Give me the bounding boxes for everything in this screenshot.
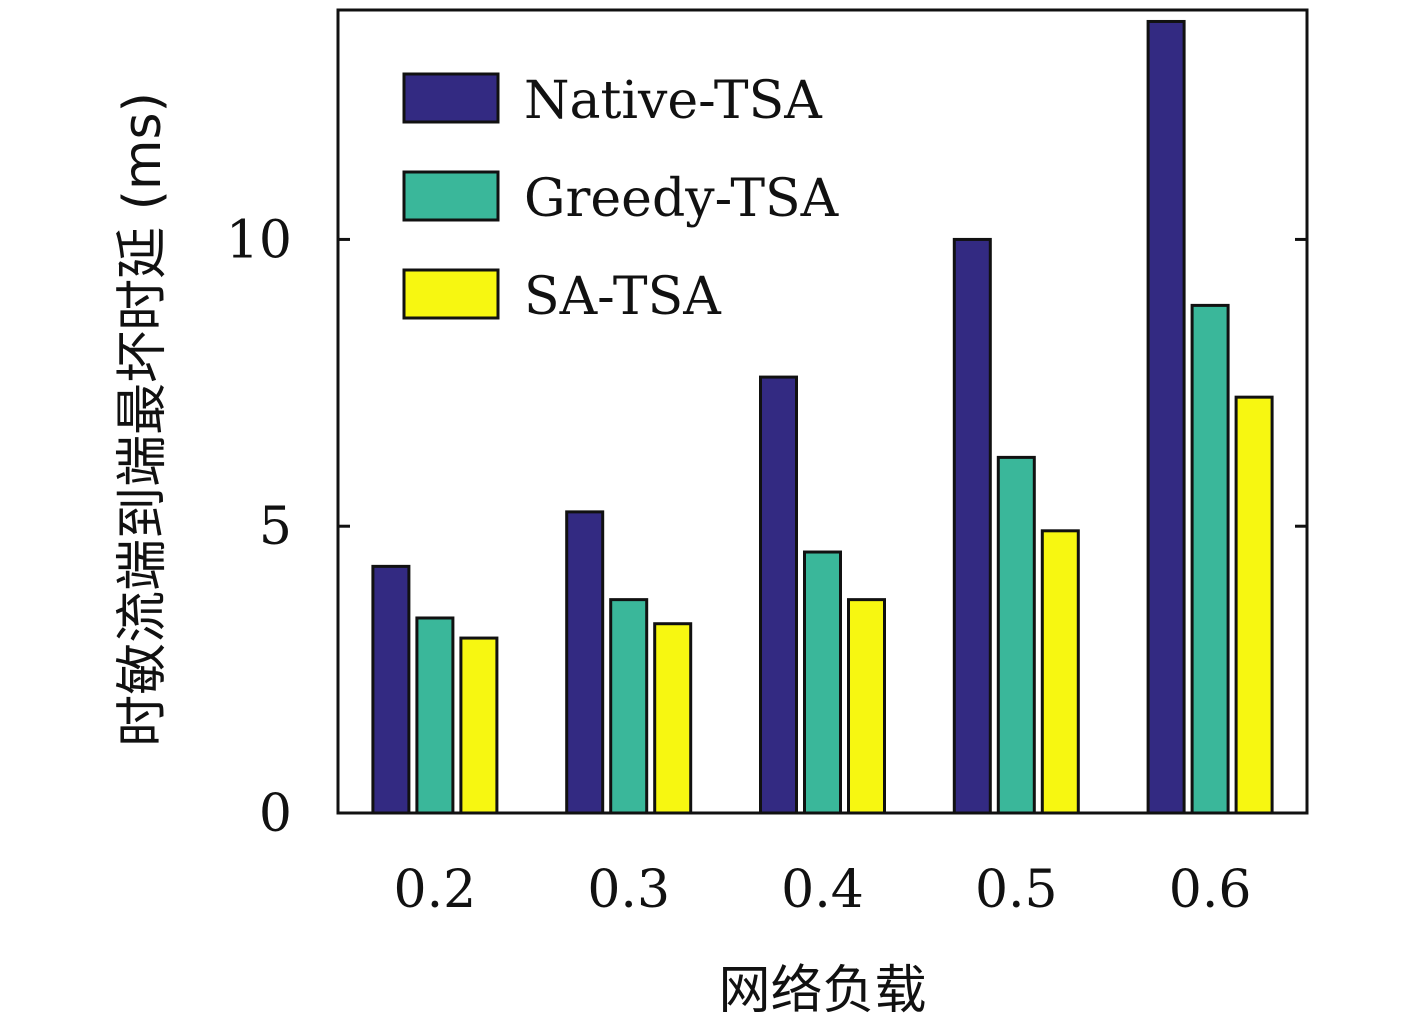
axis-ticks	[338, 237, 1307, 815]
x-tick-label: 0.6	[1169, 860, 1252, 920]
bar-greedy-tsa-0.4	[803, 550, 842, 815]
legend-label-native-tsa: Native-TSA	[524, 71, 823, 131]
x-tick-labels: 0.2 0.3 0.4 0.5 0.6	[394, 860, 1252, 920]
legend: Native-TSA Greedy-TSA SA-TSA	[402, 71, 840, 327]
bar-native-tsa-0.6	[1146, 19, 1186, 815]
legend-swatch-sa-tsa	[402, 268, 500, 320]
y-tick-label: 0	[259, 784, 292, 844]
x-tick-label: 0.2	[394, 860, 477, 920]
bar-greedy-tsa-0.3	[609, 598, 649, 815]
bar-native-tsa-0.3	[565, 510, 605, 815]
bar-native-tsa-0.4	[759, 375, 798, 815]
y-tick-label: 5	[259, 497, 292, 557]
plot-frame	[336, 8, 1309, 815]
bar-sa-tsa-0.3	[653, 622, 693, 815]
bar-native-tsa-0.2	[371, 564, 411, 815]
y-tick-labels: 0 5 10	[226, 210, 292, 844]
bar-native-tsa-0.5	[952, 237, 992, 815]
y-axis-label: 时敏流端到端最坏时延 (ms)	[113, 92, 173, 747]
bars-group	[371, 19, 1274, 815]
bar-greedy-tsa-0.5	[996, 455, 1036, 815]
x-tick-label: 0.5	[975, 860, 1058, 920]
legend-label-sa-tsa: SA-TSA	[524, 267, 722, 327]
x-tick-label: 0.4	[781, 860, 864, 920]
legend-swatch-native-tsa	[402, 72, 500, 124]
bar-sa-tsa-0.2	[459, 636, 499, 815]
legend-label-greedy-tsa: Greedy-TSA	[524, 169, 840, 229]
bar-sa-tsa-0.6	[1234, 395, 1274, 815]
y-tick-label: 10	[226, 210, 292, 270]
bar-sa-tsa-0.5	[1040, 529, 1080, 815]
bar-sa-tsa-0.4	[847, 598, 886, 815]
bar-greedy-tsa-0.2	[415, 616, 455, 815]
legend-swatch-greedy-tsa	[402, 170, 500, 222]
x-tick-label: 0.3	[587, 860, 670, 920]
bar-greedy-tsa-0.6	[1190, 303, 1230, 815]
x-axis-label: 网络负载	[718, 961, 926, 1021]
